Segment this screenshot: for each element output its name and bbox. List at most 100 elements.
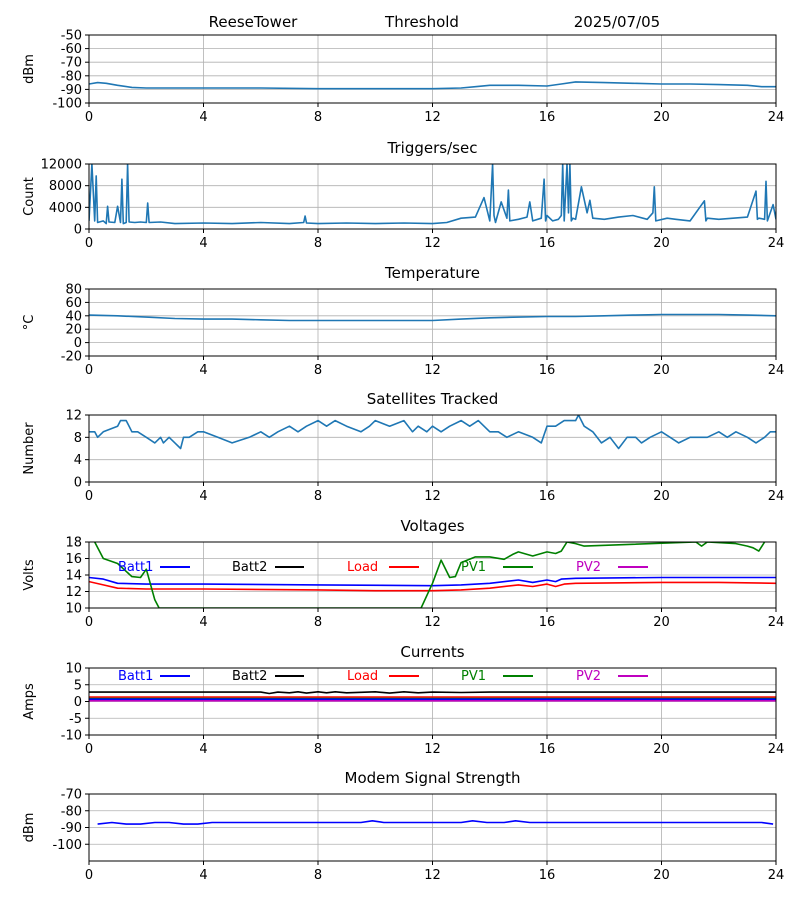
x-tick-label: 12	[424, 363, 441, 378]
x-tick-label: 20	[653, 363, 670, 378]
y-tick-label: 0	[74, 476, 82, 491]
x-tick-label: 4	[199, 236, 207, 251]
y-tick-label: 8	[74, 431, 82, 446]
x-tick-label: 4	[199, 363, 207, 378]
y-tick-label: -80	[61, 69, 82, 84]
panel-label: Threshold	[384, 13, 459, 31]
y-tick-label: 10	[65, 602, 82, 617]
x-tick-label: 20	[653, 236, 670, 251]
series-line-batt1	[89, 576, 776, 587]
legend-label: Load	[347, 669, 378, 684]
y-axis-label: °C	[22, 315, 37, 331]
legend-label: PV2	[576, 669, 601, 684]
x-tick-label: 20	[653, 489, 670, 504]
series-line-pv1	[93, 542, 766, 608]
y-axis-label: Volts	[22, 559, 37, 591]
series-group	[89, 313, 776, 322]
x-tick-label: 24	[768, 363, 785, 378]
panel-title: Voltages	[400, 517, 464, 535]
panel-title: Currents	[400, 643, 464, 661]
y-axis-label: Number	[22, 422, 37, 475]
legend-label: PV2	[576, 560, 601, 575]
series-group	[89, 542, 776, 608]
series-line-batt2	[89, 690, 776, 695]
legend-label: Batt2	[232, 560, 267, 575]
series-line-load	[89, 580, 776, 592]
y-tick-label: 16	[65, 552, 82, 567]
x-tick-label: 24	[768, 236, 785, 251]
series-line	[89, 313, 776, 322]
x-tick-label: 8	[314, 868, 322, 883]
x-tick-label: 20	[653, 868, 670, 883]
x-tick-label: 4	[199, 615, 207, 630]
y-axis-label: Count	[22, 177, 37, 216]
y-tick-label: 10	[65, 662, 82, 677]
x-tick-label: 16	[539, 868, 556, 883]
x-tick-label: 0	[85, 236, 93, 251]
x-tick-label: 24	[768, 615, 785, 630]
y-axis-label: Amps	[22, 683, 37, 720]
panel-title: Satellites Tracked	[367, 390, 498, 408]
legend-label: PV1	[461, 560, 486, 575]
y-tick-label: 8000	[49, 179, 82, 194]
x-tick-label: 24	[768, 489, 785, 504]
y-tick-label: -90	[61, 83, 82, 98]
y-tick-label: 0	[74, 695, 82, 710]
series-group	[89, 164, 776, 225]
x-tick-label: 8	[314, 615, 322, 630]
x-tick-label: 8	[314, 363, 322, 378]
y-tick-label: 20	[65, 323, 82, 338]
x-tick-label: 0	[85, 110, 93, 125]
y-tick-label: -70	[61, 56, 82, 71]
x-tick-label: 16	[539, 363, 556, 378]
series-group	[89, 81, 776, 90]
series-line	[97, 819, 774, 825]
y-tick-label: -50	[61, 29, 82, 44]
x-tick-label: 24	[768, 110, 785, 125]
x-tick-label: 16	[539, 110, 556, 125]
y-tick-label: 40	[65, 309, 82, 324]
y-tick-label: 14	[65, 569, 82, 584]
panel-title: Triggers/sec	[387, 139, 478, 157]
x-tick-label: 12	[424, 489, 441, 504]
series-line	[89, 81, 776, 90]
panel-threshold: 0 4 8 12 16 20 24 -50-60-70-80-90-100 dBm	[22, 29, 784, 126]
y-tick-label: -20	[61, 350, 82, 365]
x-tick-label: 8	[314, 489, 322, 504]
legend-label: Batt2	[232, 669, 267, 684]
y-axis-label: dBm	[22, 54, 37, 84]
y-tick-label: -10	[61, 729, 82, 744]
x-tick-label: 8	[314, 110, 322, 125]
x-tick-label: 12	[424, 868, 441, 883]
x-tick-label: 8	[314, 236, 322, 251]
y-tick-label: -70	[61, 788, 82, 803]
y-tick-label: -100	[52, 97, 82, 112]
x-tick-label: 12	[424, 615, 441, 630]
series-group	[97, 819, 774, 825]
x-tick-label: 4	[199, 489, 207, 504]
series-group	[89, 415, 776, 450]
x-tick-label: 0	[85, 742, 93, 757]
x-tick-label: 0	[85, 363, 93, 378]
x-tick-label: 20	[653, 110, 670, 125]
x-tick-label: 8	[314, 742, 322, 757]
y-axis-label: dBm	[22, 813, 37, 843]
x-tick-label: 4	[199, 742, 207, 757]
y-tick-label: 12	[65, 409, 82, 424]
x-tick-label: 0	[85, 489, 93, 504]
y-tick-label: -60	[61, 42, 82, 57]
y-tick-label: -5	[69, 712, 82, 727]
site-name: ReeseTower	[209, 13, 299, 31]
x-tick-label: 20	[653, 742, 670, 757]
y-tick-label: -80	[61, 804, 82, 819]
y-tick-label: 18	[65, 536, 82, 551]
x-tick-label: 0	[85, 615, 93, 630]
series-group	[89, 690, 776, 702]
x-tick-label: 4	[199, 110, 207, 125]
panel-triggers: 0 4 8 12 16 20 24 0 4000 8000 12000 Triggers/sec Cou…	[22, 139, 784, 251]
panel-satellites: 0 4 8 12 16 20 24 0 4 8 12 Satellites Tracked Number	[22, 390, 784, 504]
